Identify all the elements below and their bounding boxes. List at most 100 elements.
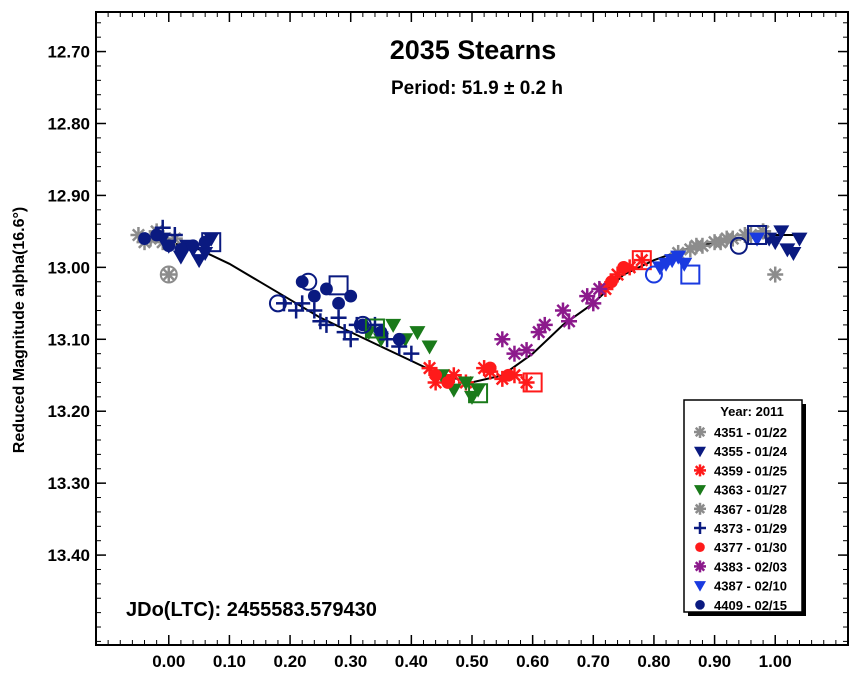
legend-label: 4355 - 01/24 — [714, 444, 788, 459]
y-tick-label: 12.70 — [47, 43, 90, 62]
legend-marker — [694, 502, 706, 515]
x-tick-label: 0.80 — [637, 652, 670, 671]
legend-label: 4359 - 01/25 — [714, 463, 787, 478]
data-point — [767, 266, 784, 283]
open-circle-marker — [353, 315, 372, 334]
data-point — [518, 374, 535, 391]
x-tick-label: 1.00 — [759, 652, 792, 671]
legend-title: Year: 2011 — [720, 404, 784, 419]
data-point — [470, 383, 487, 398]
data-point — [307, 289, 321, 303]
data-point — [191, 254, 208, 269]
y-tick-label: 13.20 — [47, 402, 90, 421]
data-point — [150, 228, 164, 242]
legend-items: 4351 - 01/22 4355 - 01/24 4359 - 01/25 4363… — [694, 425, 788, 613]
x-tick-label: 0.60 — [516, 652, 549, 671]
open-square-marker — [328, 275, 349, 296]
legend-label: 4409 - 02/15 — [714, 598, 787, 613]
data-point — [494, 331, 511, 348]
y-tick-label: 12.80 — [47, 114, 90, 133]
open-square-marker — [631, 250, 652, 271]
chart-title: 2035 Stearns — [390, 35, 557, 65]
data-point — [306, 302, 323, 319]
data-point — [385, 318, 402, 333]
legend-label: 4367 - 01/28 — [714, 502, 787, 517]
open-circle-marker — [268, 294, 287, 313]
open-circle-marker — [729, 236, 748, 255]
axis-ticks: 0.00 0.10 0.20 0.30 0.40 0.50 0.60 0.70 0.80 0.90… — [47, 12, 848, 671]
open-square-marker — [364, 318, 385, 339]
data-point — [749, 232, 766, 247]
y-tick-label: 13.40 — [47, 546, 90, 565]
open-square-marker — [201, 232, 222, 253]
data-point — [617, 260, 631, 274]
x-tick-label: 0.10 — [213, 652, 246, 671]
data-point — [344, 289, 358, 303]
y-axis-label: Reduced Magnitude alpha(16.6°) — [11, 207, 28, 453]
data-point — [785, 246, 802, 261]
data-point — [791, 232, 808, 247]
data-point — [605, 275, 618, 289]
data-point — [409, 326, 426, 341]
legend-label: 4377 - 01/30 — [714, 540, 787, 555]
legend-label: 4373 - 01/29 — [714, 521, 787, 536]
x-tick-label: 0.20 — [274, 652, 307, 671]
data-point — [294, 295, 311, 312]
data-point — [585, 295, 602, 312]
data-points — [130, 219, 808, 405]
epoch-annotation: JDo(LTC): 2455583.579430 — [126, 599, 377, 621]
data-point — [464, 390, 480, 405]
data-point — [332, 296, 345, 310]
data-point — [203, 232, 220, 247]
data-point — [392, 332, 406, 346]
data-point — [198, 235, 212, 249]
y-tick-label: 12.90 — [47, 186, 90, 205]
y-tick-label: 13.00 — [47, 258, 90, 277]
chart-subtitle: Period: 51.9 ± 0.2 h — [391, 78, 563, 99]
data-point — [670, 250, 687, 265]
data-point — [441, 376, 455, 389]
data-point — [773, 225, 790, 240]
data-point — [767, 236, 784, 251]
open-square-marker — [747, 224, 768, 245]
legend-marker — [694, 426, 706, 438]
data-point — [561, 313, 578, 330]
data-point — [506, 345, 523, 362]
data-point — [330, 309, 347, 326]
legend-label: 4351 - 01/22 — [714, 425, 787, 440]
data-point — [518, 342, 535, 359]
x-tick-label: 0.30 — [334, 652, 367, 671]
data-point — [403, 345, 420, 362]
data-point — [162, 239, 176, 253]
data-point — [554, 302, 571, 319]
data-point — [138, 232, 151, 245]
data-point — [633, 252, 650, 269]
open-square-marker — [680, 264, 701, 285]
data-point — [536, 316, 553, 333]
data-point — [421, 340, 438, 355]
legend-marker — [695, 542, 705, 552]
data-point — [591, 280, 608, 297]
legend-marker — [695, 600, 705, 610]
x-tick-label: 0.40 — [395, 652, 428, 671]
x-tick-label: 0.90 — [698, 652, 731, 671]
open-circle-marker — [299, 272, 318, 291]
y-tick-label: 13.30 — [47, 474, 90, 493]
legend-label: 4387 - 02/10 — [714, 579, 787, 594]
legend-label: 4363 - 01/27 — [714, 483, 787, 498]
data-point — [429, 368, 443, 382]
legend-marker — [694, 464, 706, 477]
x-tick-label: 0.50 — [455, 652, 488, 671]
open-circle-marker — [159, 265, 178, 284]
data-point — [688, 237, 705, 254]
x-tick-label: 0.00 — [152, 652, 185, 671]
legend-marker — [694, 485, 706, 496]
legend-label: 4383 - 02/03 — [714, 559, 787, 574]
legend-marker — [694, 560, 706, 573]
open-markers — [159, 224, 768, 404]
data-point — [174, 242, 188, 256]
open-square-marker — [522, 372, 543, 393]
data-point — [483, 361, 497, 375]
legend-marker — [694, 581, 706, 592]
